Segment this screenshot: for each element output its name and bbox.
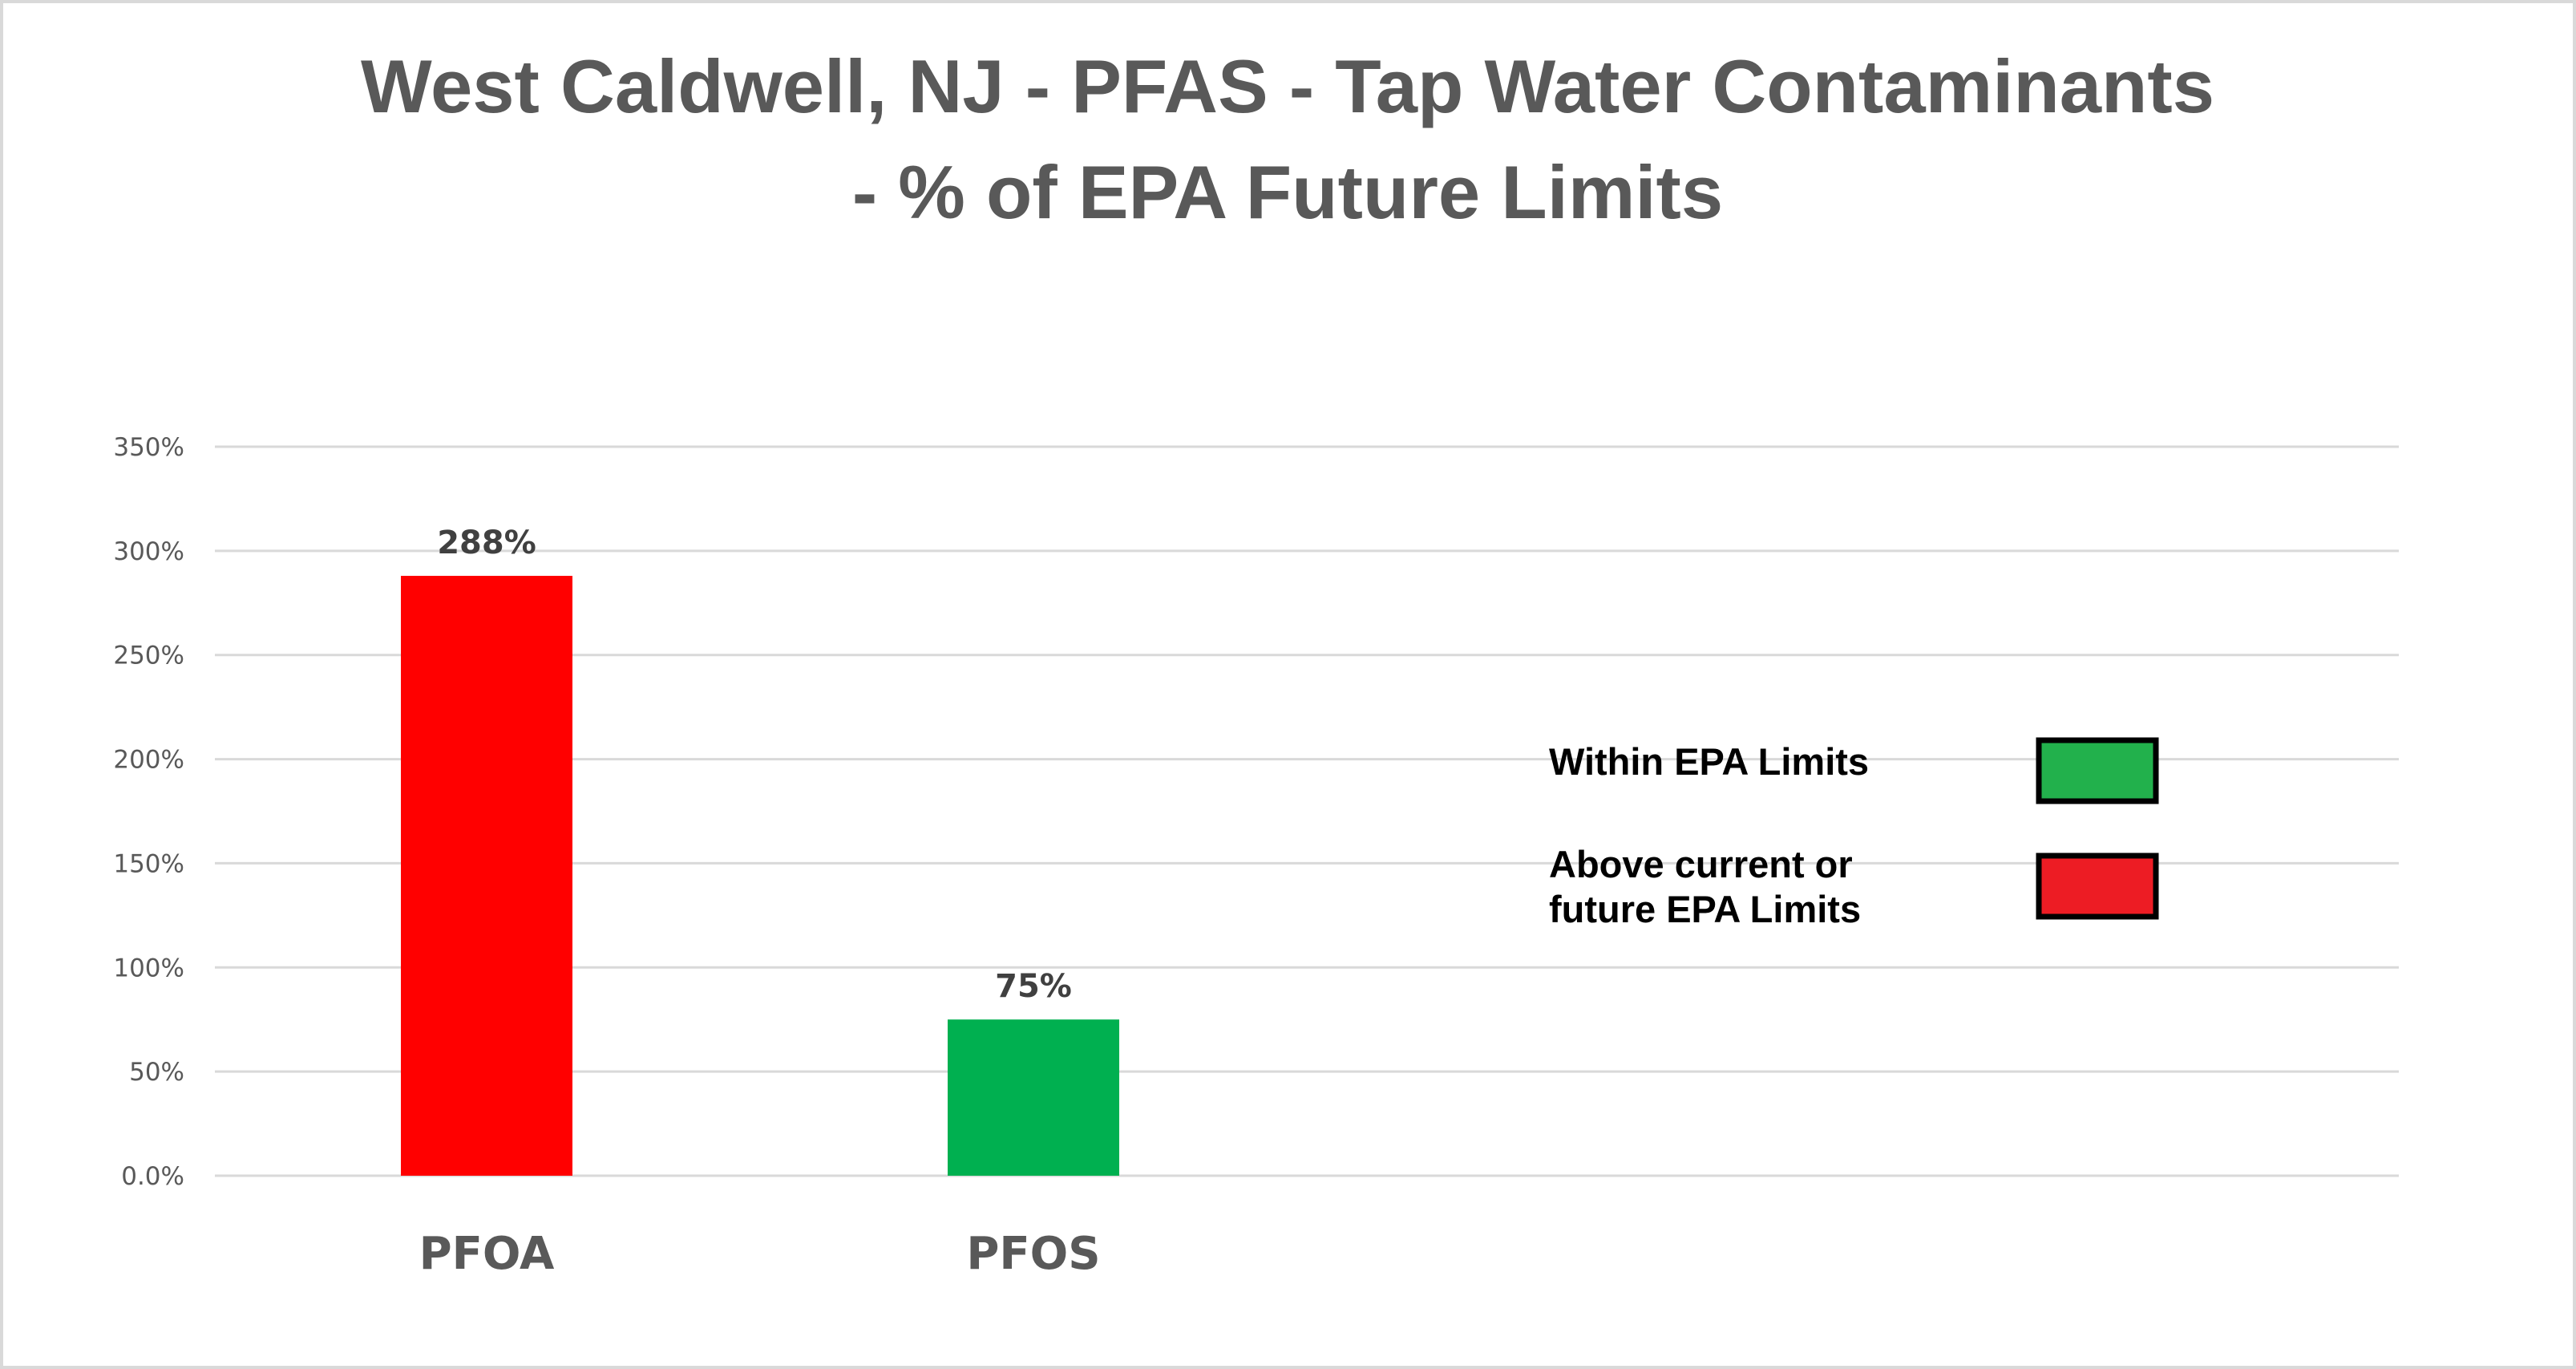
y-tick-label: 250% — [113, 642, 184, 670]
y-axis-ticks: 0.0% 50% 100% 150% 200% 250% 300% 350% — [113, 433, 184, 1191]
y-tick-label: 100% — [113, 954, 184, 982]
bar-pfos — [948, 1019, 1119, 1176]
legend-label: Above current or — [1549, 843, 1853, 885]
x-tick-label: PFOS — [966, 1228, 1100, 1280]
legend-swatch — [2036, 737, 2159, 804]
y-tick-label: 50% — [129, 1058, 184, 1087]
y-tick-label: 350% — [113, 433, 184, 462]
y-tick-label: 300% — [113, 537, 184, 566]
legend-label: Within EPA Limits — [1549, 740, 1869, 783]
data-label: 288% — [437, 525, 536, 561]
x-tick-label: PFOA — [419, 1228, 555, 1280]
legend-label: future EPA Limits — [1549, 888, 1861, 930]
data-label: 75% — [995, 968, 1072, 1005]
bar-pfoa — [401, 576, 572, 1176]
y-tick-label: 150% — [113, 849, 184, 878]
legend: Within EPA Limits Above current orfuture … — [1549, 737, 2159, 930]
chart-title-line-1: West Caldwell, NJ - PFAS - Tap Water Con… — [361, 44, 2214, 128]
chart-title-line-2: - % of EPA Future Limits — [852, 150, 1723, 234]
gridlines — [215, 445, 2399, 1177]
y-tick-label: 200% — [113, 746, 184, 775]
legend-swatch — [2036, 853, 2159, 920]
bars: 288% PFOA 75% PFOS — [401, 525, 1119, 1280]
y-tick-label: 0.0% — [121, 1162, 184, 1191]
